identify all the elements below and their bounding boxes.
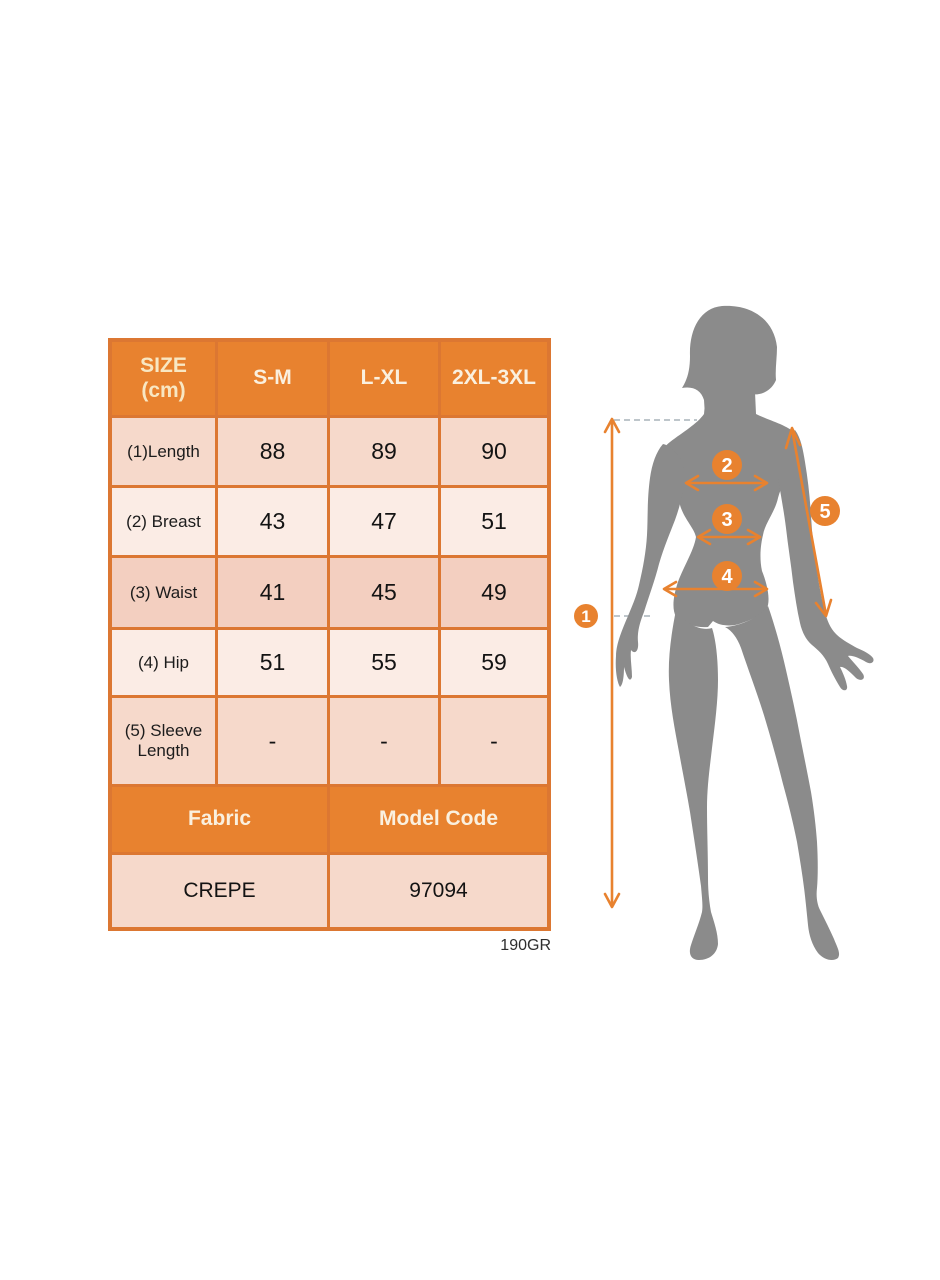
badge-2: 2 <box>712 450 742 480</box>
body-measurement-diagram: 1 2 3 4 5 <box>574 305 874 961</box>
badge-1-number: 1 <box>581 607 590 626</box>
breast-marker <box>684 474 769 492</box>
fabric-value: CREPE <box>112 855 327 927</box>
row-label-sleeve-length: (5) Sleeve Length <box>112 698 215 784</box>
badge-3-number: 3 <box>721 509 732 531</box>
value-waist-s-m: 41 <box>218 558 327 627</box>
column-header-2xl-3xl: 2XL-3XL <box>441 342 547 415</box>
marker-badges: 1 2 3 4 5 <box>574 450 840 628</box>
row-label-breast: (2) Breast <box>112 488 215 555</box>
row-label-hip: (4) Hip <box>112 630 215 695</box>
value-waist-2xl-3xl: 49 <box>441 558 547 627</box>
value-sleeve-l-xl: - <box>330 698 438 784</box>
model-code-value: 97094 <box>330 855 547 927</box>
badge-4: 4 <box>712 561 742 591</box>
value-waist-l-xl: 45 <box>330 558 438 627</box>
silhouette-right-arm <box>778 430 874 691</box>
value-sleeve-2xl-3xl: - <box>441 698 547 784</box>
fabric-header: Fabric <box>112 787 327 852</box>
badge-2-number: 2 <box>721 455 732 477</box>
badge-1: 1 <box>574 604 598 628</box>
value-breast-l-xl: 47 <box>330 488 438 555</box>
silhouette-left-arm <box>615 444 685 687</box>
value-breast-s-m: 43 <box>218 488 327 555</box>
size-unit-header-line1: SIZE <box>140 354 187 378</box>
hip-marker <box>662 580 769 598</box>
row-label-waist: (3) Waist <box>112 558 215 627</box>
value-hip-l-xl: 55 <box>330 630 438 695</box>
value-sleeve-s-m: - <box>218 698 327 784</box>
badge-3: 3 <box>712 504 742 534</box>
silhouette-head <box>682 305 777 416</box>
size-table: SIZE (cm) S-M L-XL 2XL-3XL (1)Length 88 … <box>108 338 551 931</box>
model-code-header: Model Code <box>330 787 547 852</box>
length-marker <box>603 417 621 909</box>
waist-marker <box>696 528 762 546</box>
value-hip-2xl-3xl: 59 <box>441 630 547 695</box>
value-length-2xl-3xl: 90 <box>441 418 547 485</box>
value-length-l-xl: 89 <box>330 418 438 485</box>
value-breast-2xl-3xl: 51 <box>441 488 547 555</box>
body-silhouette <box>615 305 874 961</box>
value-hip-s-m: 51 <box>218 630 327 695</box>
silhouette-left-leg <box>668 610 718 960</box>
silhouette-right-leg <box>725 606 840 961</box>
row-label-length: (1)Length <box>112 418 215 485</box>
size-unit-header-line2: (cm) <box>141 378 186 402</box>
badge-4-number: 4 <box>721 566 733 588</box>
dashed-reference-lines <box>614 419 697 617</box>
column-header-l-xl: L-XL <box>330 342 438 415</box>
column-header-s-m: S-M <box>218 342 327 415</box>
size-unit-header: SIZE (cm) <box>112 342 215 415</box>
weight-note: 190GR <box>500 937 551 954</box>
sleeve-marker <box>784 426 833 618</box>
badge-5-number: 5 <box>819 501 830 523</box>
value-length-s-m: 88 <box>218 418 327 485</box>
measurement-markers <box>603 417 833 909</box>
badge-5: 5 <box>810 496 840 526</box>
